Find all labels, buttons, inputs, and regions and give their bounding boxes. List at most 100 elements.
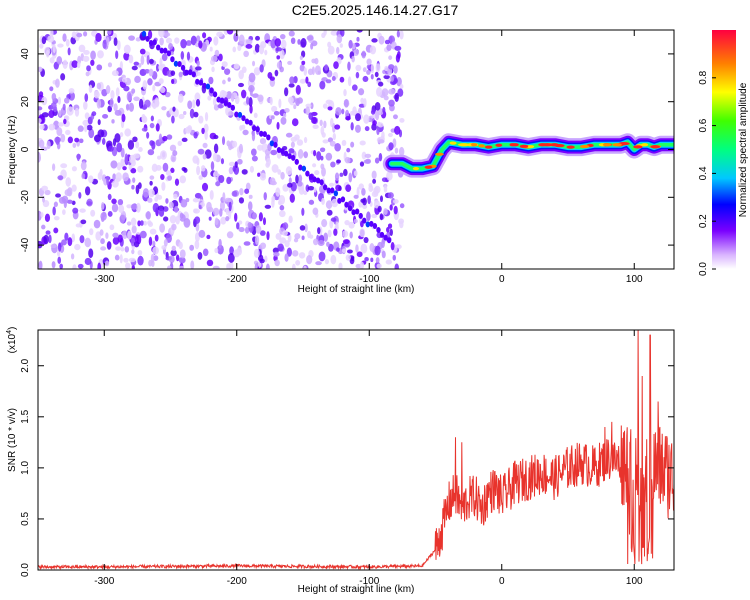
noise-blob: [64, 232, 69, 241]
noise-blob: [220, 158, 225, 165]
noise-blob: [264, 49, 268, 56]
noise-blob: [179, 212, 184, 219]
noise-blob: [111, 203, 119, 213]
noise-blob: [301, 235, 305, 241]
noise-blob: [388, 55, 393, 60]
noise-blob: [150, 253, 155, 263]
noise-blob: [57, 256, 62, 264]
colorbar-tick-label: 0.0: [698, 262, 709, 276]
noise-blob: [72, 264, 77, 269]
noise-blob: [149, 175, 155, 180]
noise-blob: [48, 234, 52, 244]
noise-blob: [323, 30, 327, 36]
streak-blob: [269, 140, 275, 147]
noise-blob: [121, 77, 128, 83]
colorbar-ticks: 0.0 0.2 0.4 0.6 0.8: [698, 70, 716, 276]
heatmap-x-ticks: -300 -200 -100 0 100: [94, 30, 643, 285]
noise-blob: [393, 65, 398, 74]
noise-blob: [161, 181, 166, 192]
noise-blob: [107, 193, 112, 201]
noise-blob: [133, 61, 140, 66]
snr-x-ticks: -300 -200 -100 0 100: [94, 330, 643, 587]
noise-blob: [129, 154, 136, 164]
noise-blob: [74, 137, 80, 143]
noise-blob: [378, 35, 385, 45]
noise-blob: [82, 55, 90, 62]
noise-blob: [378, 152, 383, 162]
noise-blob: [120, 246, 125, 252]
noise-blob: [149, 122, 155, 129]
noise-blob: [88, 248, 94, 259]
noise-blob: [169, 215, 177, 224]
noise-blob: [254, 43, 260, 53]
noise-blob: [139, 220, 144, 226]
noise-blob: [338, 185, 342, 192]
noise-blob: [249, 86, 253, 97]
noise-blob: [39, 43, 44, 49]
noise-blob: [375, 63, 381, 73]
noise-blob: [207, 95, 212, 101]
noise-blob: [275, 232, 282, 240]
noise-blob: [361, 50, 366, 59]
noise-blob: [232, 46, 237, 53]
noise-blob: [331, 198, 339, 208]
noise-blob: [193, 111, 199, 118]
noise-blob: [60, 163, 68, 169]
noise-blob: [169, 144, 177, 152]
x-tick-label: -200: [227, 576, 247, 587]
noise-blob: [214, 49, 220, 57]
noise-blob: [93, 90, 100, 99]
noise-blob: [356, 186, 360, 197]
noise-blob: [185, 126, 192, 134]
noise-blob: [147, 220, 152, 226]
noise-blob: [343, 89, 347, 97]
noise-blob: [168, 43, 173, 50]
noise-blob: [123, 85, 130, 92]
colorbar-tick-label: 0.4: [698, 166, 709, 180]
snr-panel: -300 -200 -100 0 100 0.0 0.5 1.0 1.5 2.0 Height …: [6, 327, 675, 595]
streak-blob: [340, 196, 346, 203]
noise-blob: [88, 175, 94, 184]
noise-blob: [366, 211, 371, 222]
noise-blob: [204, 130, 208, 141]
streak-blob: [163, 47, 168, 54]
noise-blob: [293, 237, 299, 243]
noise-blob: [52, 206, 56, 216]
noise-blob: [62, 209, 66, 215]
noise-blob: [116, 142, 123, 153]
noise-blob: [382, 106, 386, 114]
noise-blob: [128, 257, 136, 263]
signal-hotspot: [435, 152, 444, 156]
noise-blob: [174, 205, 179, 213]
noise-blob: [160, 174, 165, 181]
noise-blob: [226, 30, 234, 35]
noise-blob: [388, 64, 395, 70]
noise-blob: [196, 165, 201, 176]
noise-blob: [315, 261, 322, 266]
noise-blob: [342, 239, 350, 245]
noise-blob: [147, 149, 155, 156]
noise-blob: [376, 263, 382, 269]
noise-blob: [75, 223, 82, 228]
noise-blob: [110, 160, 118, 169]
y-tick-label: 2.0: [20, 358, 31, 372]
noise-blob: [112, 173, 117, 181]
signal-hotspot: [511, 143, 519, 147]
noise-blob: [244, 188, 250, 194]
noise-blob: [360, 229, 365, 238]
noise-blob: [330, 217, 337, 222]
streak-blob: [241, 115, 246, 122]
noise-blob: [379, 213, 384, 221]
signal-hotspot: [579, 144, 590, 149]
y-tick-label: 0.0: [20, 563, 31, 577]
streak-blob: [344, 201, 349, 208]
noise-blob: [41, 96, 48, 106]
noise-blob: [79, 235, 85, 244]
noise-blob: [66, 199, 73, 204]
noise-blob: [183, 110, 187, 115]
noise-blob: [68, 88, 75, 94]
noise-blob: [53, 61, 59, 70]
noise-blob: [163, 216, 169, 222]
noise-blob: [303, 151, 309, 159]
noise-blob: [298, 252, 306, 259]
